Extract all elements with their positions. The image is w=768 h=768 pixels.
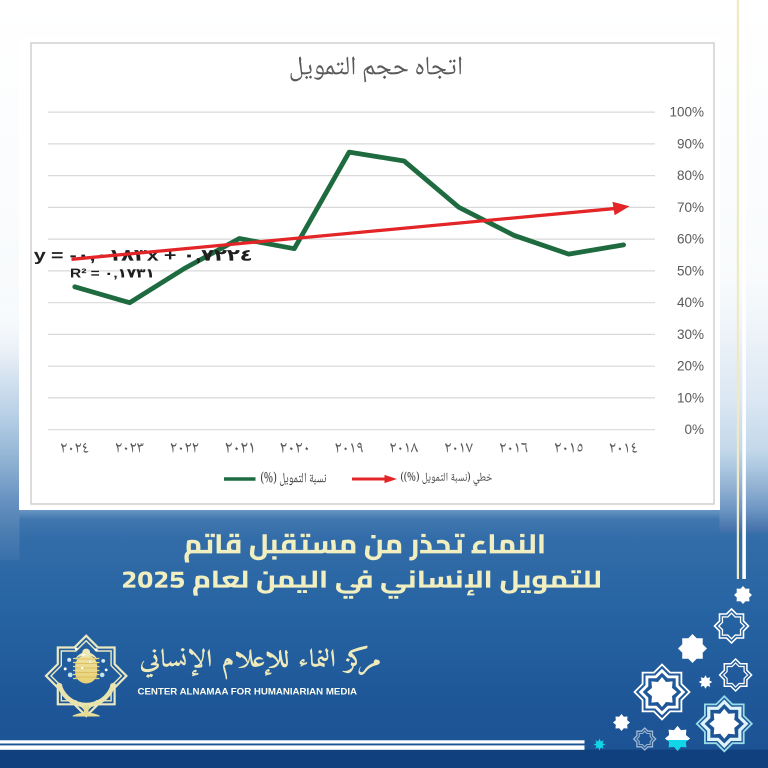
svg-text:60%: 60%	[677, 232, 704, 247]
svg-text:50%: 50%	[677, 263, 704, 278]
svg-text:100%: 100%	[669, 105, 704, 120]
svg-text:80%: 80%	[677, 168, 704, 183]
svg-text:30%: 30%	[677, 327, 704, 342]
svg-text:CENTER ALNAMAA FOR HUMANIARIAN: CENTER ALNAMAA FOR HUMANIARIAN MEDIA	[138, 686, 358, 697]
svg-text:40%: 40%	[677, 295, 704, 310]
svg-text:10%: 10%	[677, 390, 704, 405]
svg-text:20%: 20%	[677, 359, 704, 374]
svg-text:0%: 0%	[684, 422, 704, 437]
svg-text:70%: 70%	[677, 200, 704, 215]
svg-text:90%: 90%	[677, 136, 704, 151]
